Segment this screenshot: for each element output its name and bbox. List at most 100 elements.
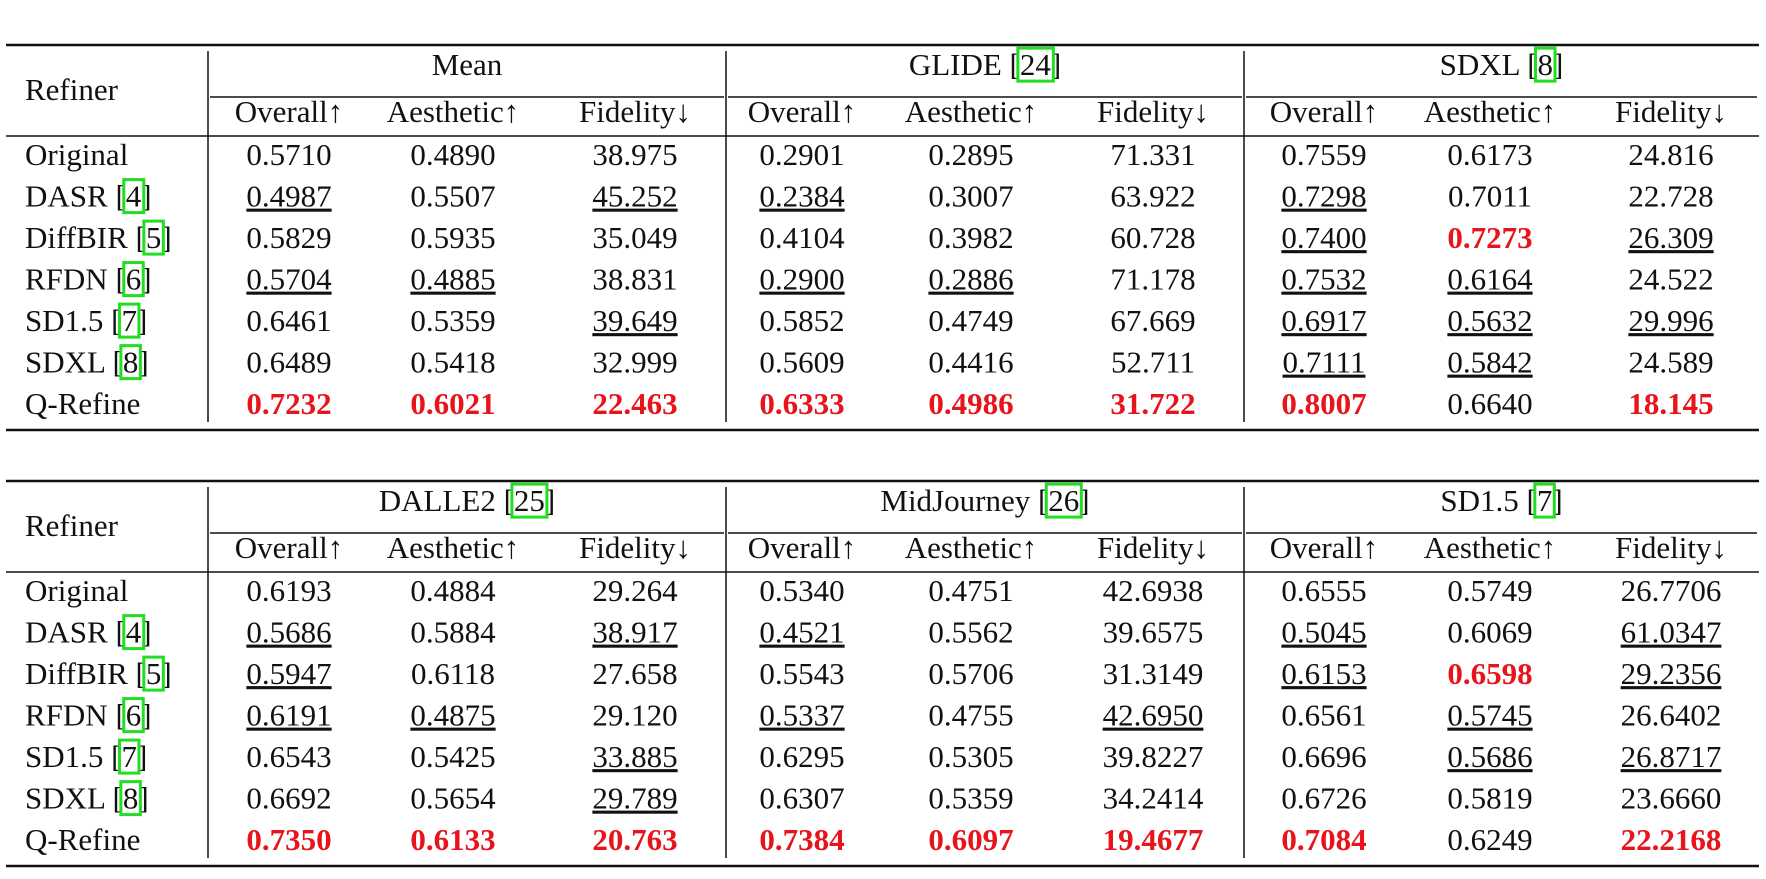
- cell: 0.6726: [1281, 781, 1366, 816]
- cell: 23.6660: [1621, 781, 1722, 816]
- text-part: DASR [: [25, 179, 126, 214]
- column-label: Aesthetic↑: [387, 530, 520, 565]
- text-part: 7: [1537, 483, 1553, 518]
- cell: 0.6598: [1447, 656, 1532, 691]
- cell: 0.4416: [928, 345, 1013, 380]
- citation-box: [122, 261, 145, 298]
- cell: 0.4885: [410, 262, 495, 297]
- cell: 0.2900: [759, 262, 844, 297]
- text-part: ]: [161, 656, 171, 691]
- cell: 26.8717: [1621, 739, 1722, 774]
- cell: 27.658: [592, 656, 677, 691]
- text-part: SD1.5 [: [1440, 483, 1536, 518]
- cell: 0.6021: [410, 386, 495, 421]
- citation-box: [1534, 46, 1557, 83]
- text-part: 4: [126, 615, 142, 650]
- text-part: 8: [1538, 47, 1554, 82]
- text-part: ]: [1553, 47, 1563, 82]
- column-label: Fidelity↓: [1615, 530, 1727, 565]
- cell: 29.789: [592, 781, 677, 816]
- cell: 0.6191: [246, 698, 331, 733]
- cell: 0.5947: [246, 656, 331, 691]
- column-label: Overall↑: [1270, 94, 1378, 129]
- text-part: Original: [25, 573, 128, 608]
- group-label: MidJourney [26]: [880, 483, 1089, 518]
- citation-box: [142, 219, 165, 256]
- row-label: Original: [25, 573, 128, 608]
- cell: 0.7084: [1281, 822, 1366, 857]
- cell: 0.5359: [410, 303, 495, 338]
- cell: 0.4884: [410, 573, 496, 608]
- cell: 0.6696: [1281, 739, 1366, 774]
- citation-box: [122, 697, 145, 734]
- cell: 0.7384: [759, 822, 844, 857]
- column-label: Overall↑: [235, 94, 343, 129]
- header: Refiner: [25, 508, 119, 543]
- citation-box: [119, 344, 142, 381]
- citation-box: [1016, 46, 1055, 83]
- text-part: ]: [1079, 483, 1089, 518]
- cell: 29.264: [592, 573, 678, 608]
- cell: 52.711: [1111, 345, 1195, 380]
- column-label: Fidelity↓: [579, 530, 691, 565]
- cell: 0.8007: [1281, 386, 1366, 421]
- citation-box: [142, 655, 165, 692]
- text-part: ]: [141, 262, 151, 297]
- text-part: 24: [1020, 47, 1052, 82]
- row-label: DiffBIR [5]: [25, 220, 172, 255]
- cell: 0.6069: [1447, 615, 1532, 650]
- cell: 0.5337: [759, 698, 844, 733]
- cell: 0.7298: [1281, 179, 1366, 214]
- header: Refiner: [25, 72, 119, 107]
- text-part: 25: [514, 483, 545, 518]
- cell: 0.7273: [1447, 220, 1532, 255]
- cell: 0.6164: [1447, 262, 1533, 297]
- cell: 0.6555: [1281, 573, 1366, 608]
- text-part: DiffBIR [: [25, 220, 146, 255]
- cell: 33.885: [592, 739, 677, 774]
- cell: 0.6489: [246, 345, 331, 380]
- cell: 71.178: [1110, 262, 1195, 297]
- citation-box: [122, 178, 146, 215]
- cell: 0.7232: [246, 386, 331, 421]
- cell: 0.5704: [246, 262, 332, 297]
- cell: 0.6917: [1281, 303, 1366, 338]
- text-part: ]: [137, 739, 147, 774]
- cell: 35.049: [592, 220, 677, 255]
- cell: 0.5686: [1447, 739, 1532, 774]
- cell: 39.6575: [1103, 615, 1204, 650]
- cell: 0.5749: [1447, 573, 1532, 608]
- cell: 0.4104: [759, 220, 845, 255]
- cell: 18.145: [1628, 386, 1713, 421]
- text-part: MidJourney [: [880, 483, 1048, 518]
- cell: 26.309: [1628, 220, 1713, 255]
- cell: 0.7350: [246, 822, 331, 857]
- cell: 38.917: [592, 615, 677, 650]
- text-part: 26: [1048, 483, 1079, 518]
- text-part: RFDN [: [25, 262, 126, 297]
- citation-box: [119, 780, 142, 817]
- text-part: 6: [126, 698, 142, 733]
- cell: 0.6118: [411, 656, 495, 691]
- text-part: Q-Refine: [25, 386, 140, 421]
- cell: 22.728: [1628, 179, 1713, 214]
- row-label: DASR [4]: [25, 615, 152, 650]
- column-label: Aesthetic↑: [387, 94, 520, 129]
- cell: 39.649: [592, 303, 677, 338]
- cell: 24.522: [1628, 262, 1713, 297]
- column-label: Fidelity↓: [1615, 94, 1727, 129]
- cell: 60.728: [1110, 220, 1195, 255]
- cell: 0.5686: [246, 615, 331, 650]
- text-part: ]: [138, 345, 148, 380]
- cell: 0.6193: [246, 573, 331, 608]
- text-part: SD1.5 [: [25, 303, 121, 338]
- text-part: SDXL [: [25, 345, 123, 380]
- text-part: ]: [161, 220, 171, 255]
- cell: 0.3982: [928, 220, 1013, 255]
- row-label: SDXL [8]: [25, 345, 149, 380]
- citation-box: [510, 482, 549, 519]
- text-part: 8: [123, 345, 139, 380]
- cell: 38.831: [592, 262, 677, 297]
